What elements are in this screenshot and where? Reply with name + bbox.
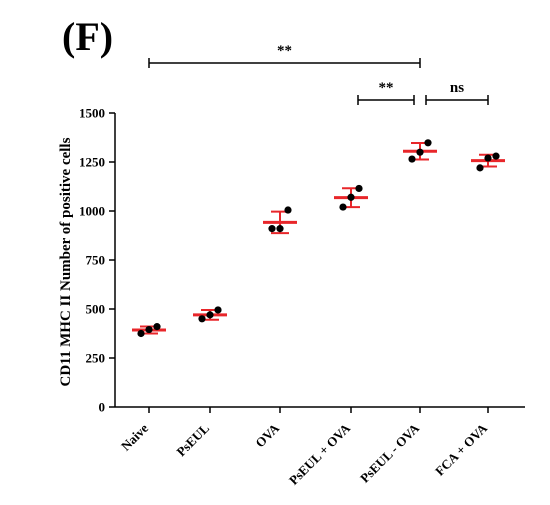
data-point — [476, 164, 484, 172]
data-point — [137, 329, 145, 338]
data-point — [214, 306, 222, 314]
data-point — [145, 325, 153, 334]
panel-label: (F) — [62, 14, 113, 59]
x-tick-label: PsEUL - OVA — [357, 420, 423, 486]
data-point — [339, 203, 347, 211]
x-tick-label: PsEUL + OVA — [286, 420, 354, 488]
data-point — [268, 225, 276, 233]
x-tick-label: PsEUL — [173, 420, 212, 459]
data-point — [484, 154, 492, 162]
significance-label: ns — [450, 80, 464, 96]
data-point — [276, 225, 284, 233]
data-point — [153, 323, 161, 331]
y-tick-label: 1500 — [79, 106, 105, 121]
y-tick-label: 500 — [86, 302, 106, 317]
data-point — [198, 315, 206, 323]
x-tick-label: Naive — [118, 420, 151, 453]
data-point — [424, 139, 432, 147]
significance-brackets: ** ** ns — [148, 43, 489, 105]
data-point — [284, 206, 292, 214]
y-tick-label: 750 — [86, 253, 106, 268]
y-tick-label: 0 — [99, 400, 106, 415]
y-tick-label: 1250 — [79, 155, 105, 170]
significance-label: ** — [379, 80, 394, 96]
data-marks — [132, 139, 505, 338]
y-tick-label: 250 — [86, 351, 106, 366]
data-point — [206, 311, 214, 319]
y-tick-label: 1000 — [79, 204, 105, 219]
x-tick-label: FCA + OVA — [432, 420, 491, 479]
data-point — [347, 193, 355, 201]
data-point — [408, 155, 416, 163]
x-tick-label: OVA — [252, 420, 282, 450]
data-point — [416, 148, 424, 156]
y-axis-label: CD11 MHC II Number of positive cells — [58, 137, 74, 386]
data-point — [492, 152, 500, 160]
significance-label: ** — [277, 43, 292, 59]
data-point — [355, 184, 363, 193]
